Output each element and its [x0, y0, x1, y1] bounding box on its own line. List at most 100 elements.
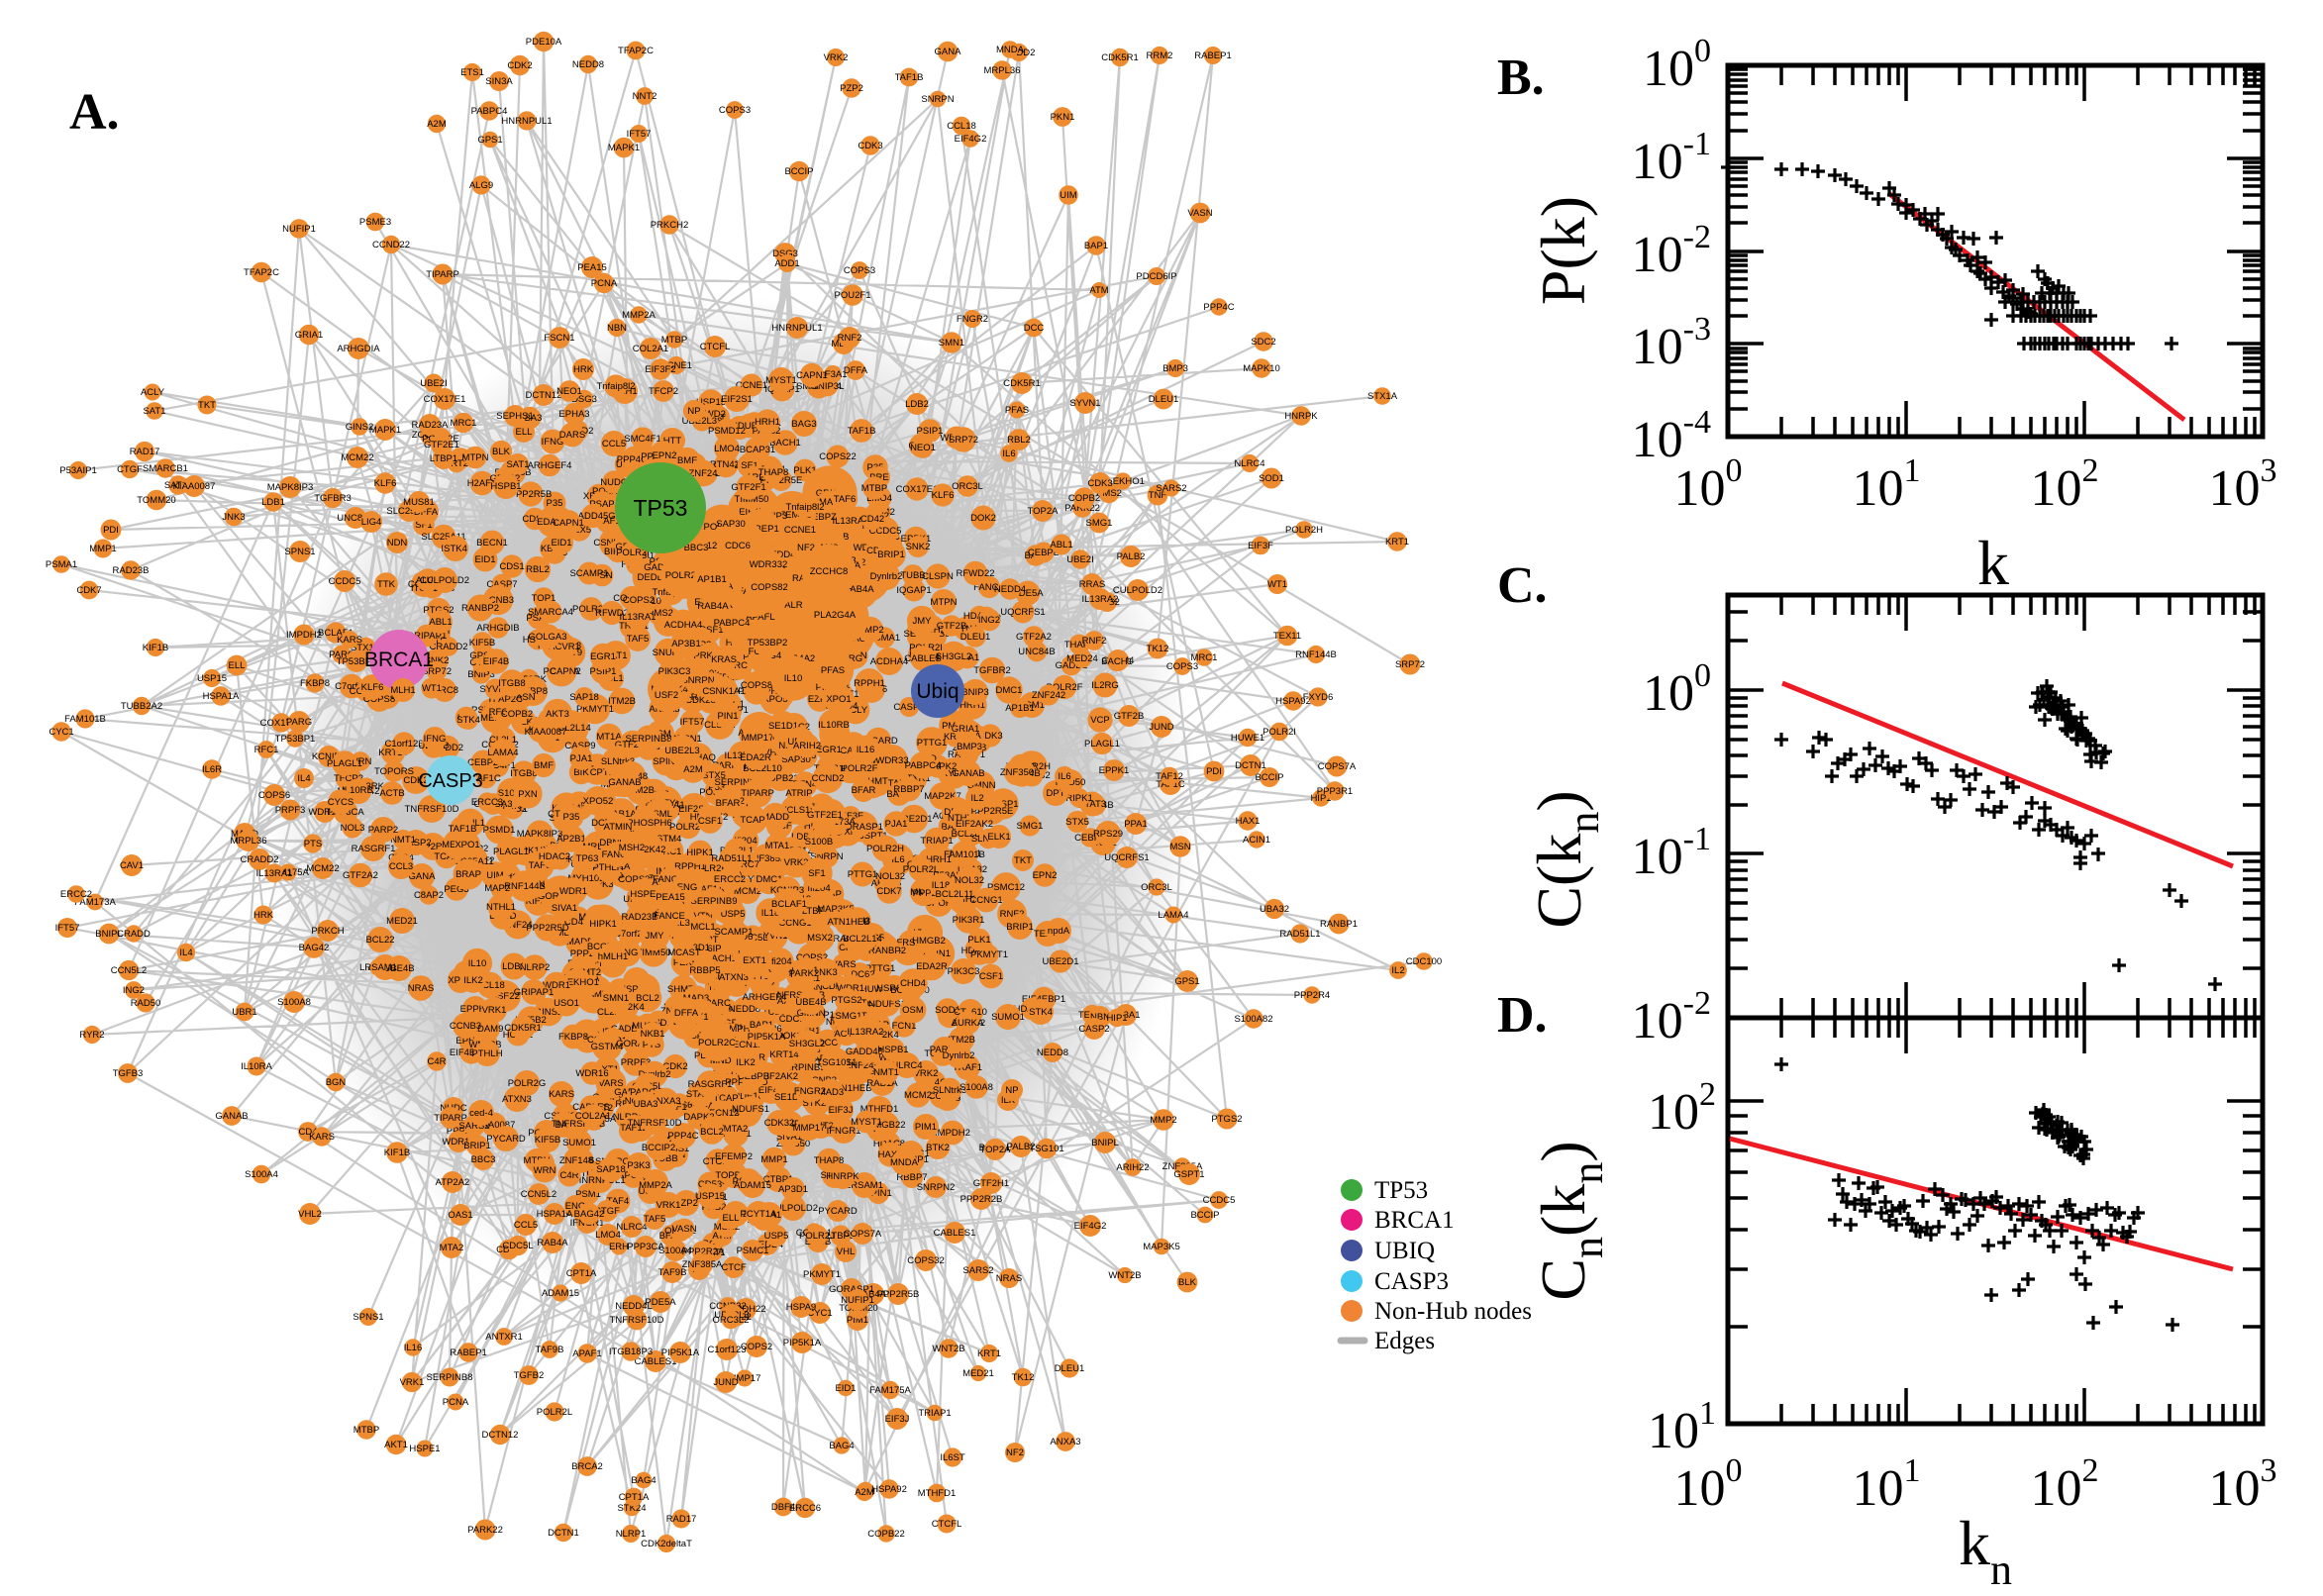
svg-text:COPS2: COPS2	[623, 595, 655, 606]
svg-text:PTS: PTS	[304, 839, 322, 849]
svg-text:LDB1: LDB1	[261, 497, 285, 508]
svg-text:TOPORS: TOPORS	[374, 766, 414, 777]
svg-text:GTF2E1: GTF2E1	[807, 810, 843, 821]
svg-text:IFT57: IFT57	[680, 717, 705, 728]
svg-text:ADAM15: ADAM15	[734, 1180, 771, 1191]
svg-text:HNRPK: HNRPK	[1284, 411, 1318, 422]
svg-text:MMP1: MMP1	[760, 1154, 787, 1165]
svg-text:ACLY: ACLY	[141, 387, 165, 398]
svg-text:Edges: Edges	[1374, 1328, 1435, 1354]
svg-text:VRK1: VRK1	[400, 1377, 425, 1388]
svg-text:IL10RB: IL10RB	[818, 720, 850, 731]
svg-text:PCYT1A: PCYT1A	[741, 1209, 778, 1220]
svg-text:KIAA0087: KIAA0087	[473, 1120, 516, 1131]
svg-text:KRT1: KRT1	[977, 1348, 1001, 1359]
svg-text:S100A4: S100A4	[658, 1246, 692, 1256]
svg-text:PSM1: PSM1	[575, 1189, 601, 1200]
svg-text:ILK2: ILK2	[736, 1057, 756, 1068]
svg-text:CPT1A: CPT1A	[566, 1268, 597, 1279]
svg-text:MTHFD1: MTHFD1	[918, 1488, 957, 1499]
svg-text:CD42: CD42	[860, 514, 884, 525]
svg-text:UBR1: UBR1	[232, 1007, 256, 1018]
svg-text:RNF2: RNF2	[1000, 909, 1025, 920]
svg-text:CCND2: CCND2	[812, 773, 845, 784]
svg-text:MTHFD1: MTHFD1	[860, 1104, 899, 1115]
svg-text:ITM2B: ITM2B	[948, 1035, 975, 1046]
svg-text:PEA15: PEA15	[656, 892, 685, 903]
svg-text:TSG101: TSG101	[1029, 1144, 1063, 1154]
svg-text:WDR1: WDR1	[559, 886, 587, 897]
svg-text:EIF4G2: EIF4G2	[955, 134, 987, 145]
svg-text:MCM2: MCM2	[734, 886, 761, 897]
svg-text:SYVN1: SYVN1	[1069, 398, 1100, 409]
svg-text:RRM2: RRM2	[1147, 50, 1173, 61]
svg-text:KLF6: KLF6	[374, 478, 397, 489]
svg-text:AP1B1: AP1B1	[1005, 703, 1035, 714]
svg-text:DFFA: DFFA	[674, 1008, 699, 1019]
svg-text:PARP2: PARP2	[713, 760, 743, 771]
svg-text:RFC1: RFC1	[254, 745, 279, 755]
svg-text:NRAS: NRAS	[996, 1273, 1022, 1284]
svg-text:CULPOLD2: CULPOLD2	[768, 1203, 818, 1214]
svg-text:SERPINB8: SERPINB8	[427, 1372, 473, 1383]
svg-text:RNF2: RNF2	[1082, 636, 1107, 647]
svg-text:ING2: ING2	[978, 615, 1000, 626]
svg-text:GADD2: GADD2	[1056, 660, 1088, 671]
svg-text:DEDD2: DEDD2	[432, 743, 463, 753]
svg-text:FAM175A: FAM175A	[869, 1385, 911, 1396]
svg-text:KLF6: KLF6	[932, 490, 955, 501]
svg-text:MED21: MED21	[386, 916, 418, 927]
svg-text:PPP3R1: PPP3R1	[1317, 786, 1353, 797]
svg-text:MLH1: MLH1	[390, 685, 415, 696]
svg-text:CYC1: CYC1	[49, 727, 73, 738]
svg-text:KRT14: KRT14	[769, 1049, 798, 1060]
svg-text:HUWE1: HUWE1	[1231, 733, 1264, 744]
svg-text:PTGS2: PTGS2	[831, 995, 861, 1006]
svg-text:TUBB: TUBB	[900, 570, 925, 581]
svg-text:MMP2: MMP2	[1150, 1115, 1176, 1126]
svg-text:COX17E1: COX17E1	[424, 394, 466, 405]
svg-text:RASGRF1: RASGRF1	[352, 844, 396, 854]
svg-text:POLR2I: POLR2I	[1262, 727, 1296, 738]
svg-text:CDC100: CDC100	[1406, 956, 1442, 967]
svg-text:ACTB: ACTB	[379, 788, 404, 799]
svg-text:CDK7: CDK7	[76, 585, 101, 596]
svg-text:ADAM15: ADAM15	[542, 1288, 579, 1299]
svg-text:IL13RA1: IL13RA1	[620, 612, 656, 623]
svg-text:BAG4: BAG4	[631, 1475, 656, 1486]
svg-text:DLEU1: DLEU1	[1055, 1363, 1085, 1374]
svg-text:BCAP31: BCAP31	[740, 445, 775, 455]
svg-text:PABPC4: PABPC4	[714, 618, 751, 629]
svg-text:IL13RA2: IL13RA2	[848, 1027, 884, 1038]
svg-text:SMN1: SMN1	[939, 338, 964, 349]
svg-text:AKT3: AKT3	[546, 709, 569, 720]
svg-text:EIF4B: EIF4B	[758, 1085, 784, 1096]
svg-text:LDB2: LDB2	[502, 961, 526, 972]
svg-text:EIF2S1: EIF2S1	[678, 804, 710, 815]
svg-text:TAF1B: TAF1B	[895, 72, 924, 83]
svg-text:KIAA0087: KIAA0087	[173, 481, 216, 492]
svg-text:MMP2A: MMP2A	[639, 1180, 672, 1191]
svg-text:PPP4C: PPP4C	[1203, 302, 1234, 313]
svg-text:ARHGEF4: ARHGEF4	[528, 460, 572, 471]
svg-text:S100A8: S100A8	[960, 1082, 993, 1093]
svg-text:TNF: TNF	[1149, 490, 1167, 501]
svg-text:MUS81: MUS81	[403, 497, 435, 508]
svg-text:UBE2D1: UBE2D1	[1043, 956, 1079, 967]
svg-text:SCAMP1: SCAMP1	[569, 568, 608, 579]
svg-text:PYCARD: PYCARD	[486, 1134, 526, 1145]
svg-text:BCCIP: BCCIP	[784, 166, 813, 177]
svg-text:ARIH22: ARIH22	[1116, 1162, 1149, 1173]
svg-text:FSCN1: FSCN1	[544, 333, 574, 344]
svg-text:CTGF: CTGF	[117, 464, 143, 475]
svg-text:MMP17: MMP17	[742, 733, 774, 744]
svg-text:BCCIP: BCCIP	[1255, 772, 1283, 783]
svg-text:SUMO1: SUMO1	[562, 1138, 596, 1148]
svg-text:ZNF350: ZNF350	[1000, 767, 1034, 778]
svg-text:NTHL1: NTHL1	[486, 902, 516, 913]
svg-text:PIP5K1A: PIP5K1A	[783, 1338, 822, 1348]
svg-text:SIVA1: SIVA1	[776, 1132, 802, 1143]
svg-text:BIRC8: BIRC8	[431, 685, 458, 696]
svg-text:COPS3: COPS3	[1166, 661, 1198, 672]
svg-text:UBA32: UBA32	[1260, 904, 1289, 915]
